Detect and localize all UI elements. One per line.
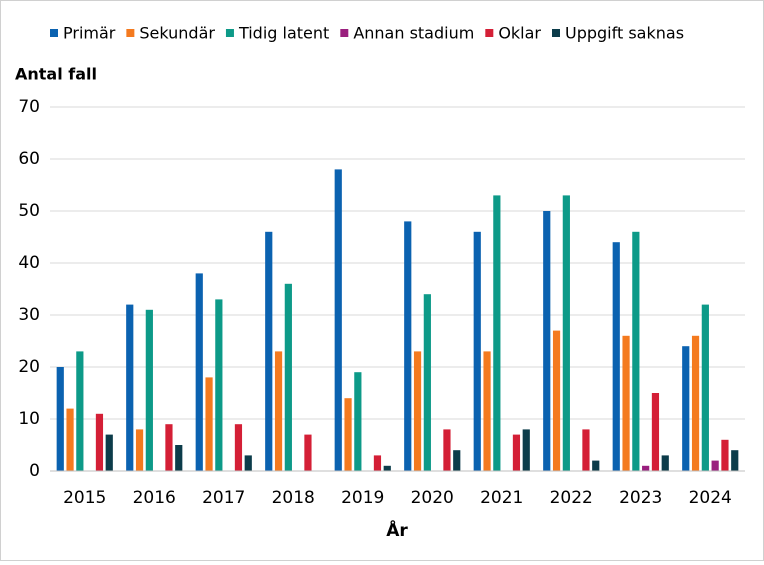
bar: [701, 304, 709, 471]
bar: [284, 283, 292, 471]
x-tick-label: 2020: [411, 488, 454, 508]
x-tick-label: 2015: [63, 488, 106, 508]
x-axis-title: År: [386, 518, 408, 541]
bar: [334, 169, 342, 471]
y-tick-label: 30: [18, 305, 40, 325]
bar: [522, 429, 530, 471]
bar: [493, 195, 501, 471]
x-tick-label: 2022: [550, 488, 593, 508]
x-tick-label: 2019: [341, 488, 384, 508]
bar: [126, 304, 134, 471]
legend-swatch: [50, 29, 58, 37]
bar: [404, 221, 412, 471]
bar: [661, 455, 669, 471]
bar: [642, 465, 650, 471]
x-tick-label: 2018: [272, 488, 315, 508]
bar: [562, 195, 570, 471]
y-tick-label: 10: [18, 409, 40, 429]
bar: [552, 330, 561, 471]
bar: [244, 455, 252, 471]
bar: [423, 294, 431, 471]
bar: [234, 424, 243, 471]
bar: [512, 434, 521, 471]
bar: [383, 465, 391, 471]
bar: [721, 439, 729, 471]
legend-label: Primär: [63, 24, 116, 43]
bar: [731, 450, 739, 471]
bar: [354, 372, 362, 471]
y-tick-label: 0: [29, 461, 40, 481]
legend-label: Tidig latent: [238, 24, 329, 43]
x-tick-label: 2021: [480, 488, 523, 508]
bar: [265, 231, 273, 471]
bar: [76, 351, 84, 471]
legend-swatch: [552, 29, 560, 37]
bar: [691, 335, 700, 471]
bar: [413, 351, 422, 471]
bar: [175, 445, 183, 471]
legend-swatch: [340, 29, 349, 37]
y-tick-label: 60: [18, 149, 40, 169]
x-tick-label: 2023: [619, 488, 662, 508]
y-axis-title: Antal fall: [15, 65, 97, 84]
bar: [612, 242, 620, 471]
bar: [135, 429, 144, 471]
y-tick-label: 50: [18, 201, 40, 221]
bar: [66, 408, 74, 471]
bar: [105, 434, 113, 471]
bar: [165, 424, 173, 471]
y-tick-label: 20: [18, 357, 40, 377]
bar: [582, 429, 590, 471]
bar: [592, 460, 600, 471]
bar: [443, 429, 451, 471]
bar: [304, 434, 312, 471]
x-tick-label: 2016: [133, 488, 176, 508]
bar: [56, 367, 64, 471]
bar: [453, 450, 461, 471]
bar: [195, 273, 203, 471]
bar: [711, 460, 719, 471]
bar: [205, 377, 213, 471]
y-tick-label: 40: [18, 253, 40, 273]
bar: [95, 413, 104, 471]
legend-label: Oklar: [498, 24, 541, 43]
x-tick-label: 2017: [202, 488, 245, 508]
bar: [651, 393, 660, 471]
bar: [344, 398, 352, 471]
bar: [682, 346, 690, 471]
bar: [632, 231, 640, 471]
y-tick-label: 70: [18, 97, 40, 117]
bar: [215, 299, 223, 471]
legend-label: Annan stadium: [353, 24, 474, 43]
bar: [473, 231, 481, 471]
bar: [373, 455, 382, 471]
bar: [483, 351, 491, 471]
legend-swatch: [225, 29, 234, 37]
legend-label: Uppgift saknas: [565, 24, 684, 43]
bar: [274, 351, 283, 471]
bar: [543, 211, 551, 471]
x-tick-label: 2024: [689, 488, 732, 508]
bar: [622, 335, 630, 471]
legend-swatch: [126, 29, 135, 37]
bar: [145, 309, 153, 471]
legend-label: Sekundär: [139, 24, 215, 43]
legend-swatch: [485, 29, 494, 37]
